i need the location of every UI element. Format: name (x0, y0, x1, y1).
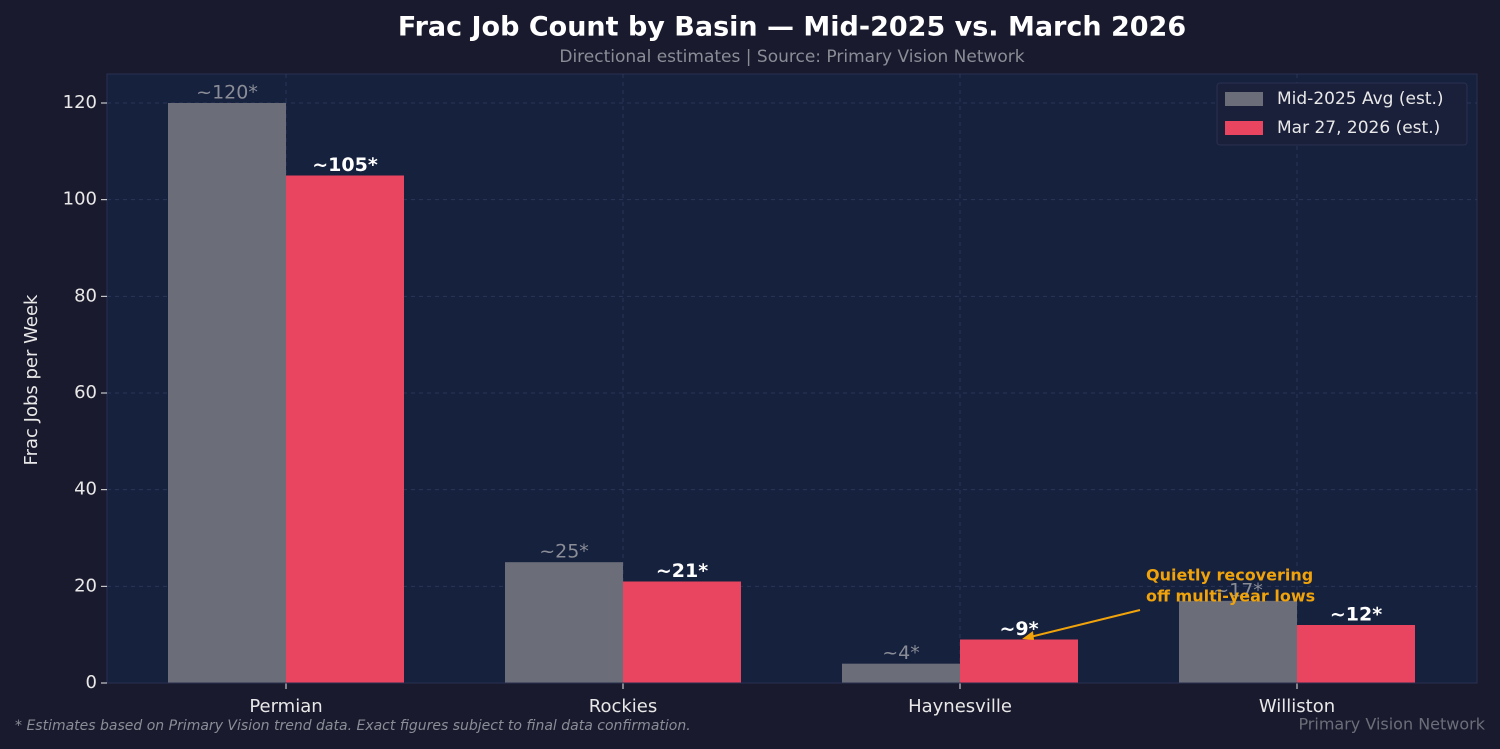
y-tick-label: 100 (63, 189, 97, 210)
watermark: Primary Vision Network (1298, 715, 1485, 734)
chart-title: Frac Job Count by Basin — Mid-2025 vs. M… (398, 12, 1186, 43)
y-axis-label: Frac Jobs per Week (21, 294, 42, 465)
bar (286, 175, 404, 683)
bar (842, 663, 960, 683)
y-tick-label: 120 (63, 92, 97, 113)
value-label: ~12* (1330, 604, 1382, 626)
annotation-text: off multi-year lows (1146, 587, 1315, 606)
value-label: ~105* (312, 154, 378, 176)
value-label: ~4* (882, 642, 920, 664)
y-tick-label: 80 (74, 285, 97, 306)
annotation-text: Quietly recovering (1146, 566, 1313, 585)
legend-box (1216, 82, 1468, 146)
value-label: ~25* (539, 541, 589, 563)
chart-subtitle: Directional estimates | Source: Primary … (559, 47, 1024, 67)
y-tick-label: 60 (74, 382, 97, 403)
value-label: ~120* (196, 82, 258, 104)
x-tick-label: Rockies (589, 696, 657, 717)
bar (1179, 600, 1297, 683)
annotation-arrow (1025, 609, 1141, 639)
annotation-arrowhead (1022, 631, 1034, 640)
x-tick-label: Haynesville (908, 696, 1012, 717)
x-tick-label: Williston (1259, 696, 1335, 717)
bar (168, 103, 286, 683)
bar (623, 581, 741, 683)
y-tick-label: 0 (86, 672, 97, 693)
y-tick-label: 20 (74, 575, 97, 596)
footnote: * Estimates based on Primary Vision tren… (15, 718, 691, 734)
value-label: ~21* (656, 560, 708, 582)
y-tick-label: 40 (74, 479, 97, 500)
legend-label: Mid-2025 Avg (est.) (1277, 89, 1444, 109)
legend-label: Mar 27, 2026 (est.) (1277, 118, 1440, 138)
bar (1297, 625, 1415, 683)
x-tick-label: Permian (249, 696, 322, 717)
legend-swatch (1225, 92, 1263, 106)
value-label: ~17* (1213, 579, 1263, 601)
legend-swatch (1225, 121, 1263, 135)
bar (505, 562, 623, 683)
bar (960, 639, 1078, 683)
